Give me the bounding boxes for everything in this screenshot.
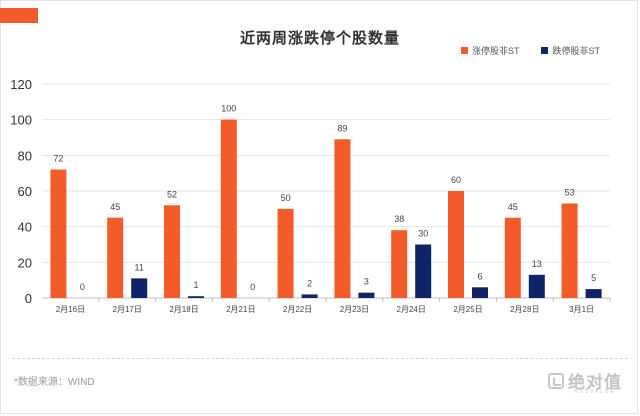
data-label-series1-6: 30 bbox=[418, 229, 428, 239]
data-label-series1-1: 11 bbox=[135, 262, 144, 272]
accent-tab bbox=[0, 8, 38, 23]
data-label-series0-9: 53 bbox=[565, 187, 575, 197]
x-tick-label-5: 2月23日 bbox=[340, 305, 369, 314]
data-label-series0-3: 100 bbox=[221, 104, 236, 114]
y-tick-label-6: 120 bbox=[10, 77, 32, 92]
x-tick-label-0: 2月16日 bbox=[56, 305, 85, 314]
y-tick-label-3: 60 bbox=[18, 184, 32, 199]
data-label-series0-7: 60 bbox=[451, 175, 461, 185]
bar-series0-2 bbox=[164, 205, 180, 298]
bar-series0-7 bbox=[448, 191, 464, 298]
data-label-series0-6: 38 bbox=[394, 214, 404, 224]
y-tick-label-4: 80 bbox=[18, 148, 32, 163]
x-tick-label-9: 3月1日 bbox=[569, 305, 594, 314]
logo-text: 绝对值 bbox=[568, 373, 622, 392]
bar-series0-9 bbox=[561, 203, 578, 298]
x-tick-label-1: 2月17日 bbox=[113, 305, 142, 314]
data-label-series0-2: 52 bbox=[167, 189, 177, 199]
bar-series1-5 bbox=[358, 292, 375, 298]
data-label-series0-5: 89 bbox=[337, 123, 347, 133]
y-tick-label-5: 100 bbox=[10, 113, 32, 128]
y-tick-label-0: 0 bbox=[25, 291, 32, 306]
chart-title: 近两周涨跌停个股数量 bbox=[239, 30, 400, 47]
x-tick-label-6: 2月24日 bbox=[397, 305, 426, 314]
bar-series1-7 bbox=[472, 287, 488, 298]
legend-label-limit-up: 涨停股非ST bbox=[471, 46, 520, 56]
x-tick-label-7: 2月25日 bbox=[453, 305, 482, 314]
legend-item-limit-down: 跌停股非ST bbox=[541, 44, 600, 57]
bar-series0-0 bbox=[50, 169, 67, 298]
data-label-series1-9: 5 bbox=[591, 273, 596, 283]
x-tick-label-8: 2月28日 bbox=[510, 305, 539, 314]
x-tick-label-2: 2月18日 bbox=[169, 305, 198, 314]
data-label-series1-2: 1 bbox=[193, 280, 198, 290]
data-label-series1-0: 0 bbox=[80, 282, 85, 292]
data-label-series1-8: 13 bbox=[532, 259, 542, 269]
data-label-series0-0: 72 bbox=[53, 154, 63, 164]
chart-legend: 涨停股非ST 跌停股非ST bbox=[460, 44, 600, 57]
bar-series0-5 bbox=[334, 139, 351, 298]
bar-series0-8 bbox=[504, 217, 521, 298]
bar-series0-1 bbox=[107, 217, 124, 298]
data-label-series1-3: 0 bbox=[250, 282, 255, 292]
data-source-note: *数据来源：WIND bbox=[14, 377, 95, 388]
legend-swatch-limit-down bbox=[541, 47, 549, 54]
legend-swatch-limit-up bbox=[460, 47, 468, 54]
footer-divider bbox=[12, 358, 628, 359]
bar-series1-6 bbox=[415, 244, 432, 298]
y-tick-label-1: 20 bbox=[18, 255, 32, 270]
data-label-series0-4: 50 bbox=[281, 193, 291, 203]
legend-item-limit-up: 涨停股非ST bbox=[460, 44, 520, 57]
y-tick-label-2: 40 bbox=[18, 220, 32, 235]
bar-series1-4 bbox=[301, 294, 318, 298]
bar-series1-9 bbox=[585, 289, 602, 298]
bar-series0-3 bbox=[220, 119, 237, 299]
logo-mark-icon bbox=[548, 372, 564, 389]
data-label-series1-7: 6 bbox=[477, 271, 482, 281]
legend-label-limit-down: 跌停股非ST bbox=[552, 46, 600, 56]
bar-series1-2 bbox=[188, 296, 204, 298]
data-label-series1-4: 2 bbox=[307, 278, 312, 288]
brand-logo: 绝对值 bbox=[548, 368, 622, 393]
x-tick-label-3: 2月21日 bbox=[226, 305, 255, 314]
bar-series0-6 bbox=[391, 230, 408, 298]
x-tick-label-4: 2月22日 bbox=[283, 305, 312, 314]
data-label-series0-8: 45 bbox=[508, 202, 518, 212]
bar-series0-4 bbox=[277, 208, 294, 298]
bar-series1-8 bbox=[528, 274, 545, 298]
data-label-series0-1: 45 bbox=[110, 202, 120, 212]
bar-series1-1 bbox=[131, 278, 148, 298]
data-label-series1-5: 3 bbox=[364, 277, 369, 287]
logo-subtext: ABSVALUE bbox=[573, 389, 616, 395]
